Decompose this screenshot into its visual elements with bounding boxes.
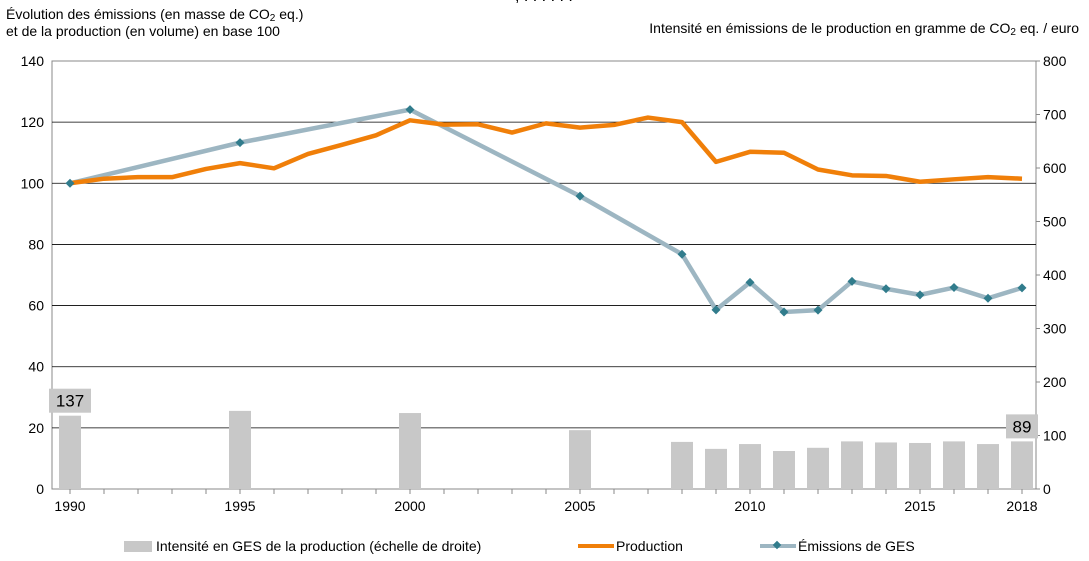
emissions-marker — [779, 307, 789, 317]
intensity-bar — [229, 410, 251, 489]
emissions-marker — [1017, 283, 1027, 293]
intensity-bar — [1011, 441, 1033, 489]
y-left-tick-label: 40 — [28, 359, 44, 375]
emissions-marker — [575, 191, 585, 201]
y-right-tick-label: 400 — [1043, 267, 1067, 283]
intensity-bar — [909, 442, 931, 489]
emissions-marker — [745, 277, 755, 287]
y-right-tick-label: 300 — [1043, 321, 1067, 337]
y-left-tick-label: 120 — [21, 114, 45, 130]
left-axis-header: Évolution des émissions (en masse de CO2… — [6, 6, 303, 40]
annotation-box — [49, 388, 91, 413]
annotation-box — [1006, 414, 1038, 439]
left-header-line2: et de la production (en volume) en base … — [6, 23, 280, 39]
annotation-label: 89 — [1013, 417, 1032, 436]
x-tick-label: 1995 — [224, 498, 255, 514]
intensity-bar — [59, 415, 81, 489]
right-header-text-end: eq. / euro — [1015, 20, 1079, 36]
intensity-bar — [841, 441, 863, 489]
x-tick-label: 2010 — [734, 498, 765, 514]
x-tick-label: 2000 — [394, 498, 425, 514]
y-left-tick-label: 140 — [21, 53, 45, 69]
y-right-tick-label: 0 — [1043, 481, 1051, 497]
y-right-tick-label: 800 — [1043, 53, 1067, 69]
x-tick-label: 1990 — [54, 498, 85, 514]
right-axis-header: Intensité en émissions de le production … — [649, 20, 1079, 38]
emissions-marker — [881, 284, 891, 294]
emissions-marker — [847, 276, 857, 286]
intensity-bar — [943, 441, 965, 489]
y-right-tick-label: 500 — [1043, 214, 1067, 230]
y-left-tick-label: 20 — [28, 420, 44, 436]
x-tick-label: 2018 — [1006, 498, 1037, 514]
emissions-marker — [813, 305, 823, 315]
emissions-marker — [235, 138, 245, 148]
intensity-bar — [569, 430, 591, 489]
intensity-bar — [875, 442, 897, 489]
right-header-text: Intensité en émissions de le production … — [649, 20, 1011, 36]
legend-label-emissions: Émissions de GES — [798, 538, 915, 554]
y-left-tick-label: 0 — [36, 481, 44, 497]
emissions-marker — [983, 293, 993, 303]
y-right-tick-label: 700 — [1043, 107, 1067, 123]
y-left-tick-label: 80 — [28, 236, 44, 252]
y-right-tick-label: 600 — [1043, 160, 1067, 176]
chart-title-fragment: , . . . . . . — [515, 0, 573, 6]
legend-item-production: Production — [578, 536, 683, 556]
emissions-marker — [915, 290, 925, 300]
left-header-line1-end: eq.) — [275, 6, 304, 22]
intensity-bar — [739, 444, 761, 489]
intensity-bar — [807, 447, 829, 489]
left-header-subscript: 2 — [269, 13, 276, 24]
intensity-bar — [399, 413, 421, 489]
legend-swatch-bar — [124, 540, 152, 552]
legend-item-emissions: Émissions de GES — [760, 536, 915, 556]
y-right-tick-label: 200 — [1043, 374, 1067, 390]
y-left-tick-label: 100 — [21, 175, 45, 191]
emissions-marker — [949, 283, 959, 293]
intensity-bar — [671, 441, 693, 489]
legend-item-intensity: Intensité en GES de la production (échel… — [124, 536, 481, 556]
emissions-line — [69, 107, 1023, 315]
legend-swatch-emissions — [760, 540, 796, 550]
emissions-marker — [711, 305, 721, 315]
left-header-line1: Évolution des émissions (en masse de CO — [6, 6, 270, 22]
legend-label-production: Production — [616, 538, 683, 554]
y-left-tick-label: 60 — [28, 298, 44, 314]
emissions-marker — [65, 178, 75, 188]
y-right-tick-label: 100 — [1043, 428, 1067, 444]
legend-marker-emissions — [772, 540, 782, 550]
legend-label-intensity: Intensité en GES de la production (échel… — [156, 538, 482, 554]
x-tick-label: 2015 — [904, 498, 935, 514]
emissions-marker — [677, 249, 687, 259]
right-header-subscript: 2 — [1010, 27, 1016, 38]
emissions-marker — [405, 105, 415, 115]
legend-swatch-production — [578, 544, 614, 548]
production-line — [69, 115, 1023, 186]
x-tick-label: 2005 — [564, 498, 595, 514]
intensity-bar — [705, 448, 727, 489]
annotation-label: 137 — [56, 392, 84, 411]
intensity-bar — [977, 444, 999, 489]
intensity-bar — [773, 451, 795, 489]
